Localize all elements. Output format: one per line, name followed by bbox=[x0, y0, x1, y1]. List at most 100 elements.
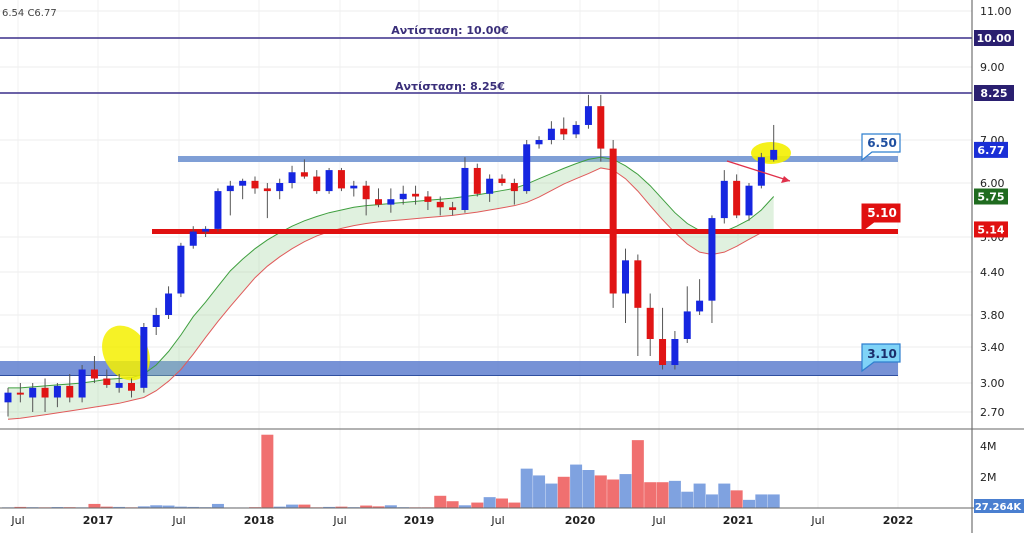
candle bbox=[609, 140, 617, 308]
vol-tick-4M: 4M bbox=[980, 440, 997, 453]
price-axis: 11.0010.009.008.257.006.005.004.403.803.… bbox=[980, 5, 1012, 419]
volume-bar bbox=[162, 505, 175, 508]
time-tick: Jul bbox=[651, 514, 665, 527]
price-tick: 2.70 bbox=[980, 406, 1005, 419]
time-tick: 2020 bbox=[565, 514, 596, 527]
candle bbox=[189, 226, 197, 249]
candle bbox=[177, 242, 185, 298]
volume-bar bbox=[570, 464, 583, 508]
candle bbox=[399, 185, 407, 205]
volume-bar bbox=[668, 480, 681, 508]
candle bbox=[412, 185, 420, 205]
candle bbox=[239, 178, 247, 200]
breakout-highlight-2017 bbox=[102, 325, 150, 381]
time-tick: Jul bbox=[332, 514, 346, 527]
candle bbox=[140, 323, 148, 393]
candle bbox=[276, 178, 284, 200]
candle bbox=[288, 165, 296, 189]
price-tick: 3.40 bbox=[980, 341, 1005, 354]
candle bbox=[473, 163, 481, 197]
volume-bar bbox=[594, 475, 607, 508]
candle bbox=[78, 365, 86, 403]
candle bbox=[53, 383, 61, 408]
volume-bar bbox=[137, 506, 150, 508]
candle bbox=[572, 121, 580, 139]
volume-bar bbox=[298, 504, 311, 508]
svg-text:6.77: 6.77 bbox=[977, 144, 1004, 157]
candle bbox=[461, 157, 469, 213]
volume-bar bbox=[100, 506, 113, 508]
volume-bar bbox=[730, 490, 743, 508]
volume-bar bbox=[483, 497, 496, 508]
volume-bar bbox=[631, 440, 644, 508]
volume-bar bbox=[150, 505, 163, 508]
candle bbox=[510, 178, 518, 205]
callout-3.10-text: 3.10 bbox=[867, 347, 897, 361]
price-tag: 5.14 bbox=[974, 221, 1008, 238]
candle bbox=[66, 374, 74, 403]
candle bbox=[202, 226, 210, 237]
volume-bar bbox=[211, 503, 224, 508]
price-tags: 6.77 5.75 5.14 bbox=[974, 141, 1008, 238]
candle bbox=[745, 183, 753, 221]
time-tick: 2019 bbox=[404, 514, 435, 527]
price-tick: 4.40 bbox=[980, 266, 1005, 279]
tag-8.25-text: 8.25 bbox=[980, 87, 1007, 100]
price-tag: 6.77 bbox=[974, 141, 1008, 158]
ema-lower-line bbox=[7, 167, 774, 420]
callout-6.50-text: 6.50 bbox=[867, 136, 897, 150]
candle bbox=[90, 356, 98, 383]
volume-bar bbox=[582, 470, 595, 508]
candle bbox=[251, 176, 259, 194]
time-tick: 2017 bbox=[83, 514, 114, 527]
candle bbox=[535, 136, 543, 149]
time-tick: Jul bbox=[810, 514, 824, 527]
volume-bar bbox=[335, 506, 348, 508]
price-tick: 3.00 bbox=[980, 377, 1005, 390]
candles bbox=[4, 94, 778, 417]
volume-bar bbox=[755, 494, 768, 508]
volume-bar bbox=[360, 505, 373, 508]
volume-bar bbox=[718, 483, 731, 508]
volume-bar bbox=[471, 502, 484, 508]
candle bbox=[128, 378, 135, 398]
candle bbox=[362, 180, 370, 216]
candle bbox=[547, 121, 555, 145]
candle bbox=[337, 167, 345, 192]
candle bbox=[708, 215, 716, 323]
price-tick: 6.00 bbox=[980, 177, 1005, 190]
volume-last-tag-text: 27.264K bbox=[975, 502, 1023, 513]
volume-last-tag bbox=[974, 499, 1024, 513]
candle bbox=[115, 374, 123, 393]
candle bbox=[4, 387, 12, 417]
volume-bar bbox=[434, 495, 447, 508]
candle bbox=[165, 286, 173, 319]
volume-bar bbox=[496, 498, 508, 508]
callout-3.10: 3.10 bbox=[861, 343, 901, 373]
candle bbox=[103, 369, 111, 388]
vol-tick-2M: 2M bbox=[980, 471, 997, 484]
level-band-6.50 bbox=[178, 156, 898, 162]
volume-bar bbox=[557, 476, 570, 508]
trend-arrow-head bbox=[781, 176, 790, 183]
volume-bar bbox=[384, 505, 397, 508]
volume-bar bbox=[533, 475, 546, 508]
volume-bar bbox=[656, 482, 669, 508]
time-tick: Jul bbox=[490, 514, 504, 527]
volume-bar bbox=[446, 501, 459, 508]
svg-text:5.75: 5.75 bbox=[977, 191, 1004, 204]
ohlc-header: 6.54 C6.77 bbox=[2, 8, 57, 19]
candle bbox=[29, 383, 37, 412]
grid bbox=[0, 0, 972, 508]
candle bbox=[313, 170, 321, 194]
volume-bar bbox=[508, 502, 521, 508]
volume-bar bbox=[88, 503, 101, 508]
candle bbox=[152, 307, 160, 335]
volume-bar bbox=[323, 506, 336, 508]
volume-bar bbox=[372, 506, 385, 508]
volume-bar bbox=[705, 494, 718, 508]
candle bbox=[683, 286, 691, 343]
candle bbox=[622, 248, 629, 323]
candle bbox=[16, 383, 24, 403]
